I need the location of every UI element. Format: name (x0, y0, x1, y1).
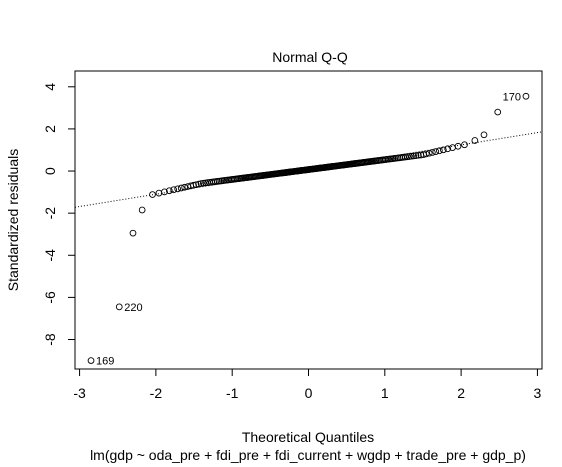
x-tick-label: 0 (305, 385, 313, 401)
y-axis: -8 -6 -4 -2 0 2 4 (42, 83, 76, 346)
y-axis-label: Standardized residuals (5, 149, 21, 291)
data-point (181, 183, 188, 191)
data-point (494, 108, 502, 116)
data-point (429, 149, 436, 156)
data-point (197, 180, 205, 187)
y-tick-label: 2 (42, 125, 58, 133)
data-point (436, 147, 443, 155)
y-tick-label: -4 (42, 249, 58, 262)
data-point (192, 181, 200, 189)
data-point (410, 152, 418, 160)
x-axis: -3 -2 -1 0 1 2 3 (73, 368, 542, 401)
chart-title: Normal Q-Q (272, 49, 348, 65)
x-tick-label: 1 (381, 385, 389, 401)
data-point (425, 149, 433, 157)
data-point (199, 179, 207, 187)
data-point (129, 229, 137, 237)
data-point (408, 152, 415, 160)
data-point (190, 181, 197, 189)
x-tick-label: -3 (73, 385, 86, 401)
y-tick-label: -6 (42, 291, 58, 304)
x-tick-label: 3 (534, 385, 542, 401)
data-point (439, 146, 447, 154)
y-tick-label: 4 (42, 83, 58, 91)
data-point (165, 187, 173, 195)
data-point (432, 148, 440, 155)
reference-line (74, 131, 543, 208)
data-points (87, 92, 530, 364)
point-label: 170 (503, 91, 521, 103)
data-point (414, 151, 422, 159)
plot-frame (74, 70, 543, 370)
x-tick-label: -1 (226, 385, 239, 401)
point-labels: 169 220 170 (96, 91, 521, 367)
data-point (87, 357, 95, 364)
data-point (161, 188, 168, 196)
x-axis-label: Theoretical Quantiles (242, 429, 374, 445)
data-point (138, 206, 146, 214)
point-label: 220 (124, 302, 142, 314)
data-point (149, 191, 156, 198)
data-point (471, 137, 479, 144)
subtitle: lm(gdp ~ oda_pre + fdi_pre + fdi_current… (90, 447, 526, 463)
data-point (422, 150, 430, 158)
data-point (115, 303, 123, 311)
data-point (480, 131, 488, 139)
y-tick-label: -8 (42, 333, 58, 346)
data-point (170, 186, 178, 194)
x-tick-label: -2 (150, 385, 163, 401)
point-label: 169 (96, 356, 114, 368)
data-point (412, 152, 420, 159)
data-point (522, 92, 530, 100)
data-point (461, 141, 468, 149)
data-point (174, 185, 181, 193)
data-point (195, 180, 203, 188)
x-tick-label: 2 (457, 385, 465, 401)
y-tick-label: 0 (42, 167, 58, 175)
y-tick-label: -2 (42, 207, 58, 220)
data-point (454, 142, 462, 150)
data-point (444, 145, 452, 153)
data-point (177, 184, 185, 192)
data-point (405, 153, 413, 160)
